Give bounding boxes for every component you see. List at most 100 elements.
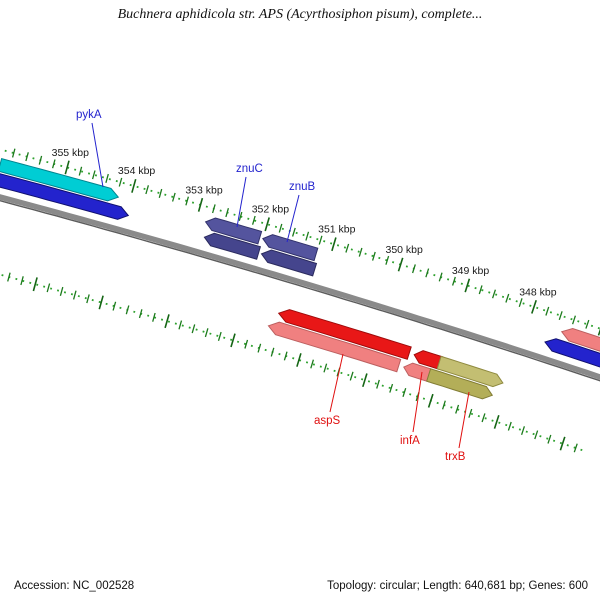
gene-arrow-unnamed-right-outer[interactable] (560, 327, 600, 360)
ruler-label: 355 kbp (52, 147, 90, 159)
status-accession: Accession: NC_002528 (14, 580, 135, 592)
ruler-tick (178, 320, 183, 330)
ruler-tick (310, 359, 315, 369)
gene-arrow-znuB-inner[interactable] (260, 249, 318, 277)
ruler-tick (481, 413, 486, 423)
backbone-edge (0, 199, 600, 382)
gene-label-leader-trxB (458, 391, 470, 449)
gene-label-pykA[interactable]: pykA (76, 109, 102, 121)
ruler-tick (534, 430, 539, 440)
ruler-tick (505, 293, 510, 303)
ruler-tick (191, 324, 196, 334)
ruler-tick (283, 351, 288, 361)
backbone (0, 194, 600, 380)
ruler-tick (51, 159, 56, 169)
ruler-tick (371, 251, 376, 261)
gene-arrow-pykA-inner[interactable] (0, 171, 130, 220)
ruler-tick (455, 404, 460, 414)
ruler-label: 349 kbp (452, 265, 490, 277)
ruler-tick (86, 294, 90, 304)
ruler-tick (230, 333, 236, 348)
ruler-tick (349, 371, 354, 381)
ruler-tick (25, 152, 29, 162)
ruler-tick (158, 188, 163, 198)
ruler-tick (204, 328, 209, 338)
ruler-tick (125, 305, 130, 315)
ruler-tick (493, 415, 500, 429)
ruler-tick (411, 264, 416, 274)
gene-label-znuB[interactable]: znuB (289, 181, 316, 193)
gene-arrow-aspS-outer[interactable] (267, 321, 402, 373)
ruler-tick (118, 177, 123, 187)
ruler-tick (573, 443, 578, 453)
status-summary: Topology: circular; Length: 640,681 bp; … (327, 580, 588, 592)
ruler-tick (197, 197, 204, 212)
gene-arrow-trxB-outer[interactable] (426, 368, 494, 400)
ruler-tick (211, 204, 216, 214)
status-bar: Accession: NC_002528 Topology: circular;… (0, 574, 600, 600)
ruler-tick (451, 276, 456, 286)
ruler-tick (78, 166, 83, 176)
ruler-tick (318, 235, 323, 245)
gene-arrow-znuC-outer[interactable] (204, 217, 263, 245)
gene-label-leader-znuC (236, 176, 247, 228)
sequence-title: Buchnera aphidicola str. APS (Acyrthosip… (117, 7, 483, 22)
ruler-tick (385, 255, 390, 265)
ruler-label: 351 kbp (318, 224, 356, 236)
ruler-tick (441, 400, 446, 410)
ruler-tick (518, 298, 523, 307)
gene-label-trxB[interactable]: trxB (445, 451, 466, 463)
ruler-label: 354 kbp (118, 165, 156, 177)
ruler-tick (520, 426, 526, 436)
ruler-tick (164, 314, 170, 329)
ruler-tick (345, 243, 350, 253)
gene-arrow-znuB-outer[interactable] (262, 234, 319, 262)
ruler-tick (98, 295, 104, 310)
ruler-tick (468, 408, 473, 418)
ruler-tick (38, 155, 43, 165)
gene-label-znuC[interactable]: znuC (236, 163, 263, 175)
ruler-tick (72, 290, 77, 300)
ruler-tick (145, 185, 150, 195)
ruler-tick (547, 434, 552, 444)
ruler-tick (244, 339, 249, 349)
gene-label-leader-znuB (286, 194, 300, 243)
ruler-tick (597, 328, 600, 336)
ruler-tick (296, 353, 302, 367)
ruler-tick (20, 276, 24, 286)
ruler-tick (323, 363, 328, 373)
ruler-tick (46, 283, 51, 293)
ruler-dotted-arc-upper (0, 148, 600, 330)
ruler-tick (291, 227, 296, 237)
gene-label-aspS[interactable]: aspS (314, 415, 341, 427)
gene-arrow-pykA-outer[interactable] (0, 157, 120, 202)
gene-arrow-aspS-inner[interactable] (277, 309, 412, 360)
ruler-tick (225, 208, 230, 218)
gene-arrow-znuC-inner[interactable] (203, 232, 262, 260)
ruler-tick (358, 247, 363, 257)
ruler-tick (152, 312, 156, 322)
ruler-label: 348 kbp (519, 287, 557, 299)
ruler-tick (402, 388, 407, 397)
ruler-tick (558, 311, 563, 321)
ruler-tick (112, 301, 117, 311)
ruler-label: 352 kbp (252, 204, 290, 216)
ruler-tick (438, 272, 443, 282)
ruler-tick (507, 421, 512, 431)
ruler-tick (376, 379, 380, 389)
ruler-tick (7, 272, 11, 282)
ruler-tick (278, 223, 283, 233)
ruler-label: 353 kbp (185, 184, 223, 196)
ruler-tick (238, 211, 243, 221)
ruler-tick (105, 173, 109, 183)
ruler-label: 350 kbp (386, 244, 424, 256)
ruler-tick (64, 160, 70, 175)
ruler-tick (585, 319, 590, 329)
ruler-tick (305, 231, 310, 241)
ruler-tick (559, 436, 566, 451)
gene-label-infA[interactable]: infA (400, 435, 420, 447)
gene-arrow-unnamed-right-inner[interactable] (544, 338, 600, 374)
gene-arrow-trxB-inner[interactable] (436, 355, 504, 388)
ruler-tick (32, 277, 38, 292)
